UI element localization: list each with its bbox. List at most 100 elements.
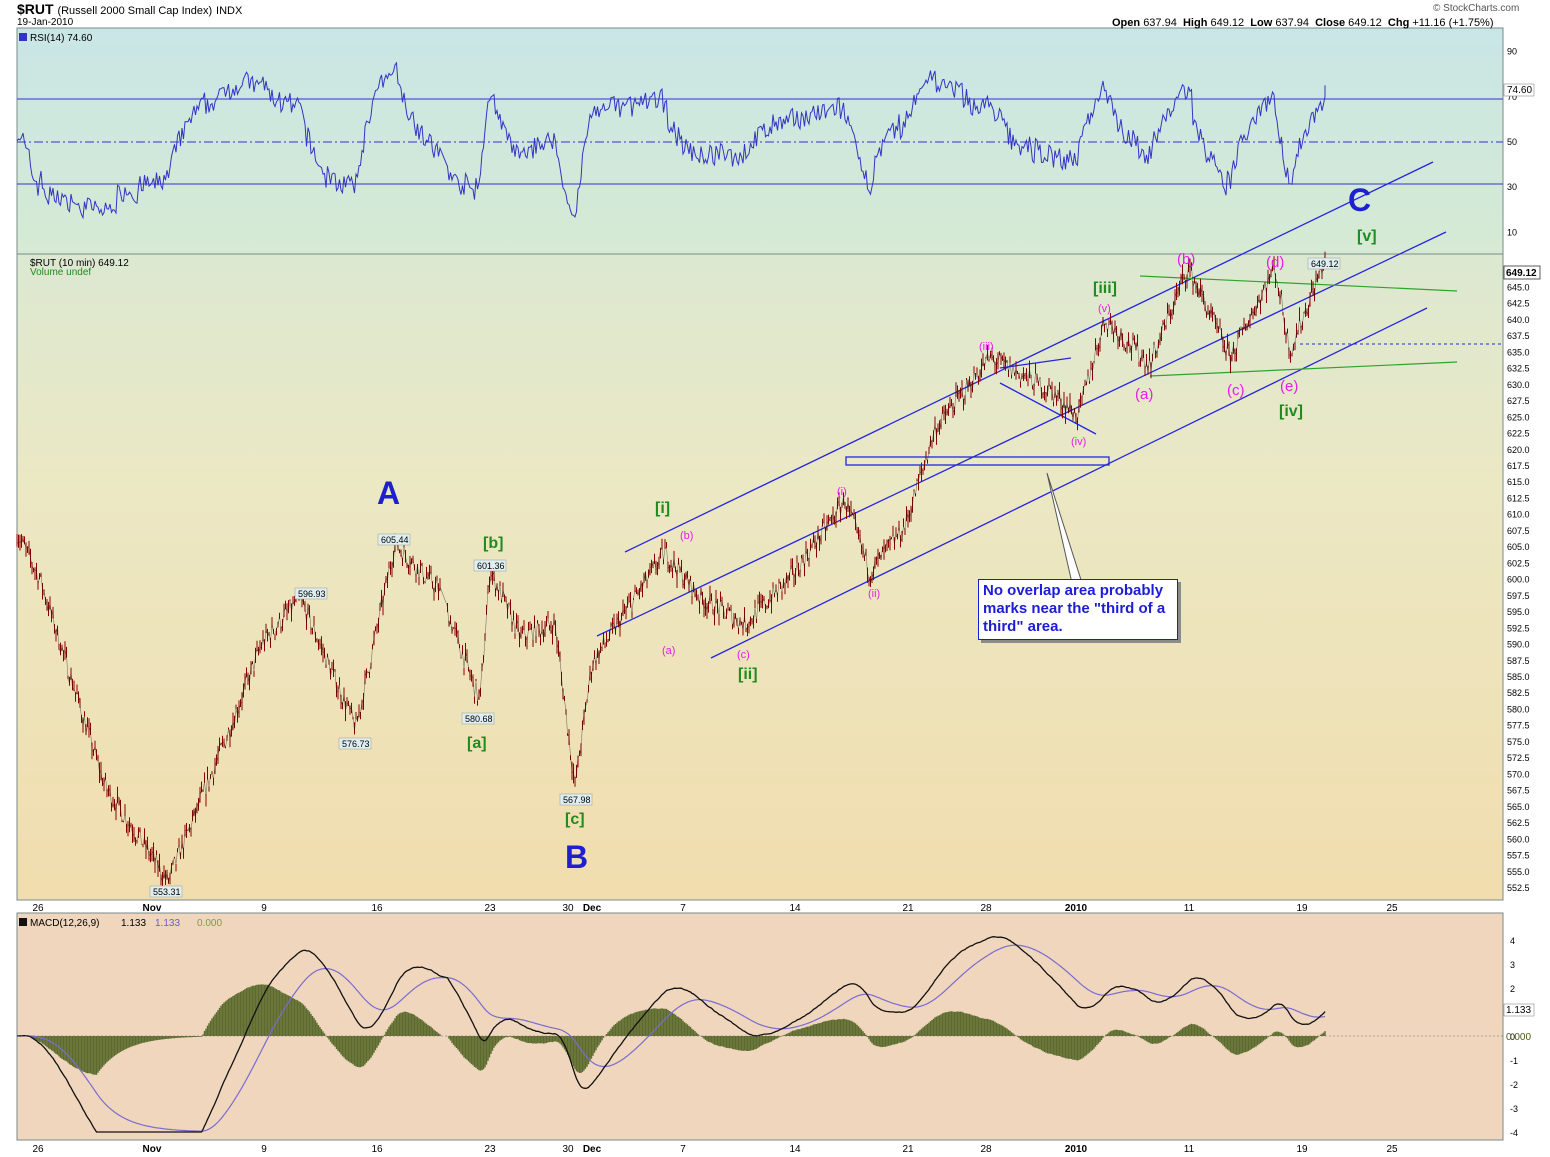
symbol: $RUT (17, 1, 54, 17)
chart-date: 19-Jan-2010 (17, 17, 74, 28)
price-tick-label: 565.0 (1507, 802, 1530, 812)
rsi-tick-label: 50 (1507, 137, 1517, 147)
macd-legend-label: MACD(12,26,9) (30, 918, 99, 929)
macd-line (16, 936, 1326, 1133)
wave-v-green: [v] (1357, 228, 1377, 245)
x-tick-label: Dec (583, 1144, 602, 1155)
label-596-93: 596.93 (298, 589, 326, 599)
rsi-panel (16, 27, 1504, 255)
price-tick-label: 625.0 (1507, 412, 1530, 422)
x-tick-label: 19 (1296, 903, 1308, 914)
wave-iii-green: [iii] (1093, 280, 1117, 297)
price-tick-label: 640.0 (1507, 315, 1530, 325)
price-tick-label: 617.5 (1507, 461, 1530, 471)
macd-tick-label: -2 (1510, 1080, 1518, 1090)
x-tick-label: 30 (562, 1144, 574, 1155)
wave-ii-small: (ii) (868, 588, 880, 600)
macd-current-tag: 1.133 (1506, 1005, 1531, 1016)
price-tick-label: 575.0 (1507, 737, 1530, 747)
symbol-desc: (Russell 2000 Small Cap Index) (57, 5, 213, 17)
wave-a-small: (a) (662, 645, 675, 657)
price-legend: $RUT (10 min) 649.12 (30, 258, 129, 269)
price-tick-label: 607.5 (1507, 526, 1530, 536)
rsi-current-tag: 74.60 (1507, 85, 1532, 96)
macd-tick-label: 0 (1510, 1032, 1515, 1042)
price-tick-label: 595.0 (1507, 607, 1530, 617)
wave-iii-small: (iii) (979, 341, 994, 353)
label-649-12: 649.12 (1311, 259, 1339, 269)
triangle-lines (1139, 275, 1458, 377)
annotation-callout: No overlap area probably marks near the … (978, 579, 1178, 640)
x-tick-label: 2010 (1065, 1144, 1088, 1155)
channel-lines (596, 161, 1447, 659)
rsi-tick-label: 70 (1507, 92, 1517, 102)
price-close-line (16, 253, 1326, 883)
wave-v-small: (v) (1098, 303, 1111, 315)
price-tick-label: 552.5 (1507, 883, 1530, 893)
x-tick-label: 21 (902, 1144, 914, 1155)
wave-i-green: [i] (655, 500, 670, 517)
x-tick-label: 19 (1296, 1144, 1308, 1155)
x-tick-label: 14 (789, 1144, 801, 1155)
label-576-73: 576.73 (342, 739, 370, 749)
price-tick-label: 642.5 (1507, 299, 1530, 309)
price-tick-label: 567.5 (1507, 786, 1530, 796)
label-605-44: 605.44 (381, 535, 409, 545)
price-panel (16, 253, 1504, 901)
volume-legend: Volume undef (30, 267, 91, 278)
x-tick-label: 16 (371, 1144, 383, 1155)
price-tick-label: 592.5 (1507, 623, 1530, 633)
wave-d-large: (d) (1266, 254, 1284, 271)
macd-tick-label: -3 (1510, 1104, 1518, 1114)
watermark: © StockCharts.com (1433, 3, 1520, 14)
wave-C: C (1348, 182, 1371, 218)
price-tick-label: 620.0 (1507, 445, 1530, 455)
price-tick-label: 572.5 (1507, 753, 1530, 763)
symbol-title: $RUT (Russell 2000 Small Cap Index) INDX (17, 1, 242, 17)
price-tick-label: 635.0 (1507, 347, 1530, 357)
price-bars (16, 251, 1326, 890)
price-tick-label: 580.0 (1507, 704, 1530, 714)
x-tick-label: 7 (680, 903, 686, 914)
wave-c-large: (c) (1227, 382, 1245, 399)
macd-tick-label: 3 (1510, 960, 1515, 970)
wave-c-green: [c] (565, 811, 585, 828)
wave-iv-green: [iv] (1279, 403, 1303, 420)
price-tick-label: 555.0 (1507, 867, 1530, 877)
x-tick-label: 11 (1184, 903, 1195, 914)
label-553-31: 553.31 (153, 887, 181, 897)
price-tick-label: 585.0 (1507, 672, 1530, 682)
macd-histogram-bars (17, 984, 1326, 1075)
wave-b-green: [b] (483, 535, 503, 552)
x-tick-label: 25 (1386, 1144, 1398, 1155)
macd-tick-label: -1 (1510, 1056, 1518, 1066)
wave-b-small: (b) (680, 530, 693, 542)
wave-iv-small: (iv) (1071, 436, 1086, 448)
macd-tick-label: 2 (1510, 984, 1515, 994)
wave-a-green: [a] (467, 735, 487, 752)
wave-A: A (377, 475, 400, 511)
rsi-tick-label: 90 (1507, 47, 1517, 57)
wave-ii-green: [ii] (738, 666, 758, 683)
x-tick-label: 7 (680, 1144, 686, 1155)
rsi-tick-label: 10 (1507, 227, 1517, 237)
macd-legend-hist: 0.000 (197, 918, 222, 929)
x-tick-label: 25 (1386, 903, 1398, 914)
x-tick-label: 14 (789, 903, 801, 914)
label-580-68: 580.68 (465, 714, 493, 724)
x-tick-label: 23 (484, 903, 496, 914)
x-tick-label: 30 (562, 903, 574, 914)
macd-legend-macd: 1.133 (121, 918, 146, 929)
macd-tick-label: 4 (1510, 936, 1515, 946)
macd-legend-signal: 1.133 (155, 918, 180, 929)
price-tick-label: 645.0 (1507, 282, 1530, 292)
price-tick-label: 582.5 (1507, 688, 1530, 698)
rsi-line (16, 61, 1326, 220)
wave-e-large: (e) (1280, 378, 1298, 395)
x-tick-label: 23 (484, 1144, 496, 1155)
x-tick-label: 2010 (1065, 903, 1088, 914)
wave-i-small: (i) (837, 486, 847, 498)
price-tick-label: 600.0 (1507, 575, 1530, 585)
price-tick-label: 630.0 (1507, 380, 1530, 390)
